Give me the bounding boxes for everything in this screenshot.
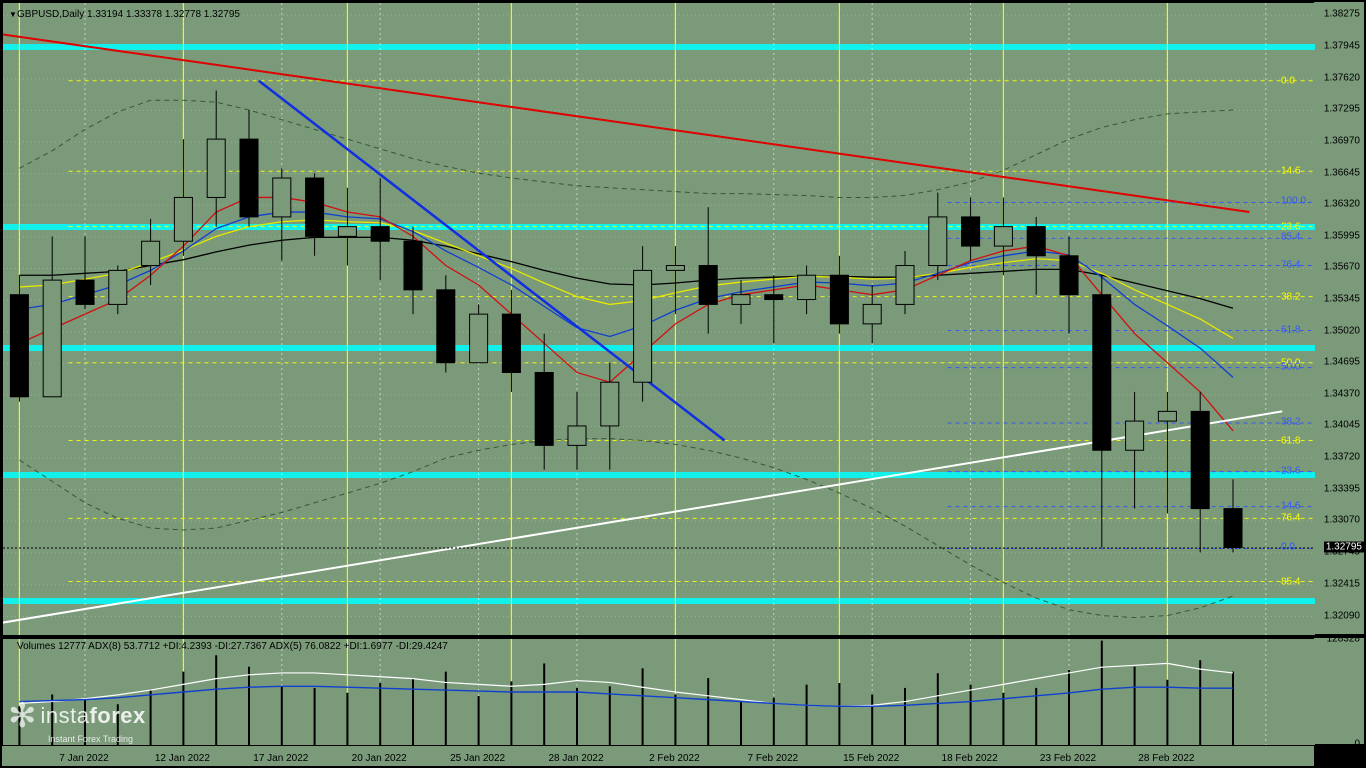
price-tick-label: 1.36320 xyxy=(1324,199,1360,210)
price-tick-label: 1.36970 xyxy=(1324,136,1360,147)
logo-word-1: insta xyxy=(41,703,90,728)
price-tick-label: 1.33720 xyxy=(1324,452,1360,463)
indicator-y-axis: 1283280 xyxy=(1314,638,1364,744)
fib-level-label: 100.0 xyxy=(1281,196,1306,207)
fib-level-label: 14.6 xyxy=(1281,166,1300,177)
price-tick-label: 1.37945 xyxy=(1324,41,1360,52)
fib-level-label: 23.6 xyxy=(1281,221,1300,232)
price-tick-label: 1.35345 xyxy=(1324,294,1360,305)
price-tick-label: 1.32090 xyxy=(1324,610,1360,621)
time-tick-label: 17 Jan 2022 xyxy=(253,753,308,764)
logo-tagline: Instant Forex Trading xyxy=(48,734,146,744)
indicator-tick-label: 0 xyxy=(1354,739,1360,750)
fib-level-label: 0.0 xyxy=(1281,542,1295,553)
price-tick-label: 1.33395 xyxy=(1324,483,1360,494)
fib-level-label: 76.4 xyxy=(1281,259,1300,270)
symbol-title: GBPUSD,Daily 1.33194 1.33378 1.32778 1.3… xyxy=(17,9,240,20)
time-x-axis: 7 Jan 2022 12 Jan 2022 17 Jan 2022 20 Jan 2… xyxy=(2,746,1314,766)
fib-level-label: 76.4 xyxy=(1281,513,1300,524)
price-tick-label: 1.36645 xyxy=(1324,167,1360,178)
fib-level-label: 38.2 xyxy=(1281,291,1300,302)
indicator-panel[interactable]: Volumes 12777 ADX(8) 53.7712 +DI:4.2393 … xyxy=(2,638,1316,746)
price-tick-label: 1.37295 xyxy=(1324,104,1360,115)
fib-level-label: 14.6 xyxy=(1281,500,1300,511)
time-tick-label: 20 Jan 2022 xyxy=(352,753,407,764)
time-tick-label: 12 Jan 2022 xyxy=(155,753,210,764)
logo-word-2: forex xyxy=(89,703,145,728)
fib-level-label: 38.2 xyxy=(1281,417,1300,428)
current-price-tag: 1.32795 xyxy=(1324,541,1364,552)
time-tick-label: 7 Jan 2022 xyxy=(59,753,109,764)
app-frame: ▼ GBPUSD,Daily 1.33194 1.33378 1.32778 1… xyxy=(0,0,1366,768)
time-tick-label: 25 Jan 2022 xyxy=(450,753,505,764)
fib-level-label: 0.0 xyxy=(1281,75,1295,86)
time-tick-label: 18 Feb 2022 xyxy=(942,753,998,764)
price-tick-label: 1.34045 xyxy=(1324,420,1360,431)
time-tick-label: 7 Feb 2022 xyxy=(747,753,798,764)
price-tick-label: 1.37620 xyxy=(1324,72,1360,83)
fib-level-label: 85.4 xyxy=(1281,232,1300,243)
price-tick-label: 1.35995 xyxy=(1324,230,1360,241)
indicator-title: Volumes 12777 ADX(8) 53.7712 +DI:4.2393 … xyxy=(17,641,448,652)
indicator-svg xyxy=(3,639,1315,745)
price-chart-panel[interactable]: ▼ GBPUSD,Daily 1.33194 1.33378 1.32778 1… xyxy=(2,2,1316,636)
collapse-icon[interactable]: ▼ xyxy=(9,10,17,19)
fib-level-label: 61.8 xyxy=(1281,324,1300,335)
price-tick-label: 1.35020 xyxy=(1324,325,1360,336)
fib-level-label: 23.6 xyxy=(1281,465,1300,476)
indicator-tick-label: 128328 xyxy=(1327,634,1360,645)
fib-level-label: 50.0 xyxy=(1281,361,1300,372)
time-tick-label: 23 Feb 2022 xyxy=(1040,753,1096,764)
price-tick-label: 1.34695 xyxy=(1324,357,1360,368)
price-tick-label: 1.35670 xyxy=(1324,262,1360,273)
price-tick-label: 1.33070 xyxy=(1324,515,1360,526)
time-tick-label: 28 Jan 2022 xyxy=(548,753,603,764)
time-tick-label: 15 Feb 2022 xyxy=(843,753,899,764)
time-tick-label: 28 Feb 2022 xyxy=(1138,753,1194,764)
price-chart-svg xyxy=(3,3,1315,635)
star-icon: ✻ xyxy=(8,696,37,736)
time-tick-label: 2 Feb 2022 xyxy=(649,753,700,764)
watermark-logo: ✻ instaforex Instant Forex Trading xyxy=(8,696,146,744)
fib-level-label: 85.4 xyxy=(1281,576,1300,587)
fib-level-label: 61.8 xyxy=(1281,435,1300,446)
price-tick-label: 1.32415 xyxy=(1324,578,1360,589)
price-tick-label: 1.38275 xyxy=(1324,9,1360,20)
price-y-axis: 1.38275 1.37945 1.37620 1.37295 1.36970 1.366… xyxy=(1314,2,1364,634)
price-tick-label: 1.34370 xyxy=(1324,388,1360,399)
